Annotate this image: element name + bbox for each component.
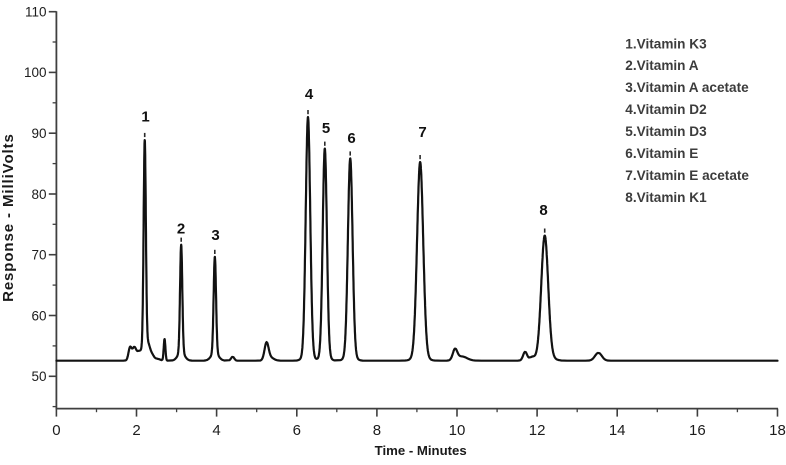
svg-text:6: 6: [347, 130, 355, 147]
svg-text:100: 100: [24, 65, 47, 80]
svg-text:16: 16: [689, 422, 706, 439]
svg-text:7: 7: [418, 124, 426, 141]
svg-text:6.Vitamin E: 6.Vitamin E: [625, 146, 698, 161]
svg-text:2: 2: [177, 221, 185, 238]
svg-text:2: 2: [132, 422, 140, 439]
svg-text:Time - Minutes: Time - Minutes: [375, 443, 467, 458]
svg-text:2.Vitamin A: 2.Vitamin A: [625, 58, 698, 73]
svg-text:10: 10: [449, 422, 466, 439]
svg-text:70: 70: [31, 248, 46, 263]
svg-text:4: 4: [212, 422, 220, 439]
svg-text:3: 3: [211, 227, 219, 244]
svg-text:8.Vitamin K1: 8.Vitamin K1: [625, 190, 707, 205]
svg-text:4.Vitamin D2: 4.Vitamin D2: [625, 102, 707, 117]
svg-text:5.Vitamin D3: 5.Vitamin D3: [625, 124, 707, 139]
svg-text:12: 12: [529, 422, 546, 439]
svg-text:14: 14: [609, 422, 626, 439]
svg-text:5: 5: [322, 120, 330, 137]
svg-text:50: 50: [31, 369, 46, 384]
svg-text:8: 8: [539, 202, 547, 219]
svg-text:3.Vitamin A acetate: 3.Vitamin A acetate: [625, 80, 749, 95]
svg-text:60: 60: [31, 308, 46, 323]
svg-text:8: 8: [373, 422, 381, 439]
svg-text:18: 18: [769, 422, 786, 439]
svg-text:6: 6: [293, 422, 301, 439]
svg-text:80: 80: [31, 187, 46, 202]
svg-text:7.Vitamin E acetate: 7.Vitamin E acetate: [625, 168, 749, 183]
svg-text:0: 0: [52, 422, 60, 439]
svg-text:110: 110: [25, 5, 47, 20]
svg-text:1: 1: [141, 108, 149, 125]
svg-text:Response - MilliVolts: Response - MilliVolts: [0, 133, 17, 302]
svg-text:1.Vitamin K3: 1.Vitamin K3: [625, 36, 707, 51]
svg-text:90: 90: [31, 126, 46, 141]
svg-text:4: 4: [305, 86, 314, 103]
